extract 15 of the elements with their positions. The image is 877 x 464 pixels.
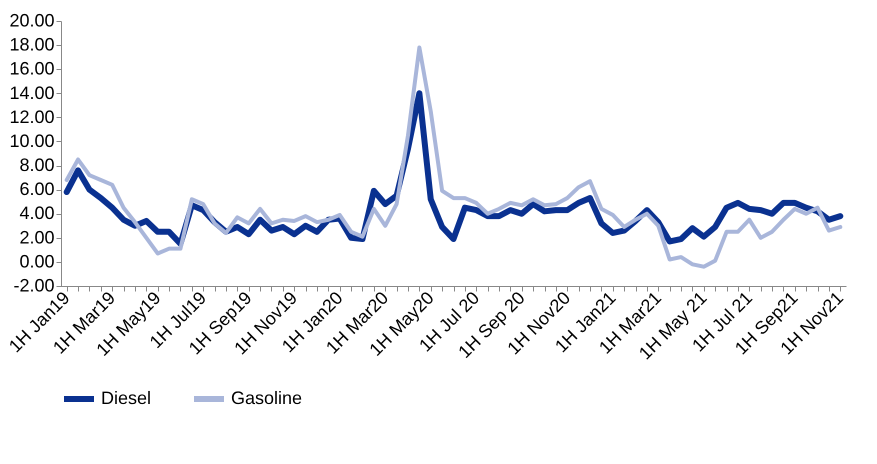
y-tick-label: 14.00 bbox=[9, 82, 54, 103]
legend-label: Gasoline bbox=[231, 388, 302, 408]
y-tick-label: 16.00 bbox=[9, 58, 54, 79]
y-tick-label: 6.00 bbox=[19, 179, 54, 200]
y-tick-label: 8.00 bbox=[19, 155, 54, 176]
y-tick-label: 10.00 bbox=[9, 130, 54, 151]
y-tick-label: 20.00 bbox=[9, 10, 54, 30]
y-tick-label: 2.00 bbox=[19, 227, 54, 248]
line-series bbox=[64, 46, 842, 269]
y-tick-label: 4.00 bbox=[19, 203, 54, 224]
y-tick-label: 18.00 bbox=[9, 34, 54, 55]
y-tick-label: 12.00 bbox=[9, 106, 54, 127]
y-tick-label: 0.00 bbox=[19, 251, 54, 272]
y-tick-label: -2.00 bbox=[13, 276, 54, 296]
legend-label: Diesel bbox=[101, 388, 152, 408]
